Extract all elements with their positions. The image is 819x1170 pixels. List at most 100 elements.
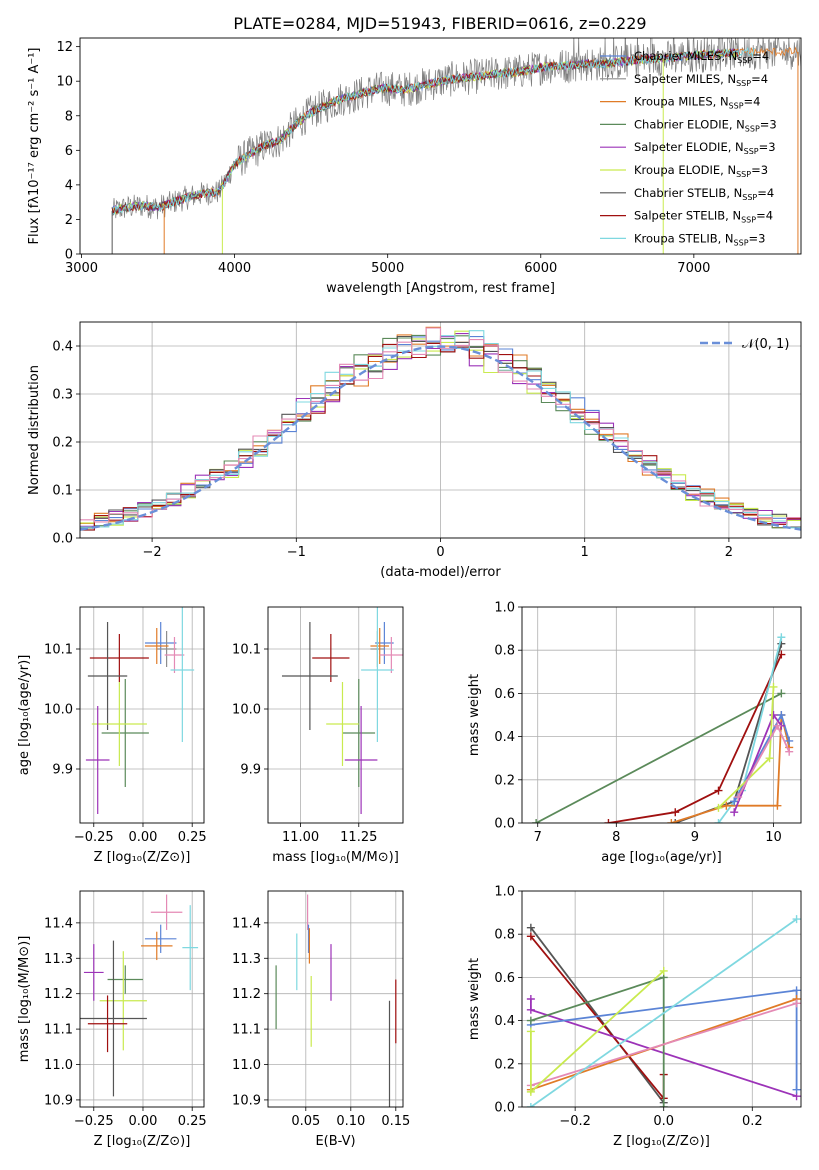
y-tick-label: 6 [65,144,73,159]
chart-age_vs_mass: 11.00 11.25 9.9 10.0 10.1 mass [log₁₀(M/M⊙)] [232,606,404,865]
plus-marker [777,689,786,698]
x-tick-label: 8 [612,830,620,845]
y-tick-label: 0.4 [52,340,73,355]
y-tick-label: 10.1 [232,643,261,658]
plus-marker [526,1016,535,1025]
plot-area [111,38,801,254]
plus-marker [777,633,786,642]
plus-marker [765,754,774,763]
plus-marker [526,1087,535,1096]
errorbar-point [85,706,110,814]
legend-label: 𝒩(0, 1) [742,337,789,352]
x-tick-label: −0.25 [74,830,114,845]
plus-marker [714,819,723,823]
plus-marker [734,793,743,802]
legend-sub: SSP [737,56,752,65]
y-axis-label: mass [log₁₀(M/M⊙)] [17,936,32,1063]
y-tick-label: 11.4 [232,916,261,931]
errorbar-point [144,622,177,664]
x-axis-label: Z [log₁₀(Z/Z⊙)] [613,1134,710,1149]
errorbar-point [361,607,394,742]
y-tick-label: 10.9 [232,1093,261,1108]
legend-label: Salpeter MILES, NSSP=4 [634,72,768,88]
errorbar-point [375,622,394,664]
plus-marker [526,995,535,1003]
legend-suffix: =3 [749,231,766,245]
errorbar-point [141,931,173,961]
y-tick-label: 10.1 [44,643,73,658]
legend: 𝒩(0, 1) [700,337,789,352]
x-tick-label: 6000 [524,261,557,276]
errorbar-point [164,637,185,673]
legend-label: Chabrier MILES, NSSP=4 [634,49,769,65]
y-tick-label: 0.6 [494,971,515,986]
y-tick-label: 10.0 [232,703,261,718]
y-tick-label: 11.1 [44,1023,73,1038]
legend-suffix: =3 [751,163,768,177]
chart-residuals: −2 −1 0 1 2 0.0 0.1 0.2 0.3 0.4 (data-model)/error… [27,321,802,580]
y-tick-label: 4 [65,178,73,193]
errorbar-point [87,622,128,730]
plus-marker [526,1103,535,1107]
y-tick-label: 11.3 [44,952,73,967]
legend-label: Salpeter ELODIE, NSSP=3 [634,140,776,156]
plot-area [80,322,801,538]
plus-marker [773,721,782,730]
x-tick-label: 0.0 [653,1114,674,1129]
x-tick-label: 0.00 [129,1114,158,1129]
y-tick-label: 0 [65,248,73,263]
weight-series [535,692,782,823]
errorbar-point [91,682,147,766]
x-axis-label: E(B-V) [315,1134,355,1149]
legend-label: Kroupa STELIB, NSSP=3 [634,231,765,247]
plus-marker [773,801,782,810]
legend-suffix: =4 [757,186,774,200]
plus-marker [792,999,801,1008]
errorbar-point [150,894,183,930]
legend-label: Chabrier ELODIE, NSSP=3 [634,117,777,133]
plot-area [268,607,403,823]
y-tick-label: 10.0 [44,703,73,718]
y-tick-label: 12 [56,40,73,55]
plus-marker [671,819,680,823]
x-tick-label: 1 [581,545,589,560]
y-tick-label: 2 [65,213,73,228]
y-tick-label: 8 [65,109,73,124]
errorbar-point [281,622,338,730]
plus-marker [526,1005,535,1014]
y-tick-label: 0.0 [494,817,515,832]
legend-sub: SSP [729,102,744,111]
axes-frame [79,890,205,1108]
plus-marker [785,736,794,745]
x-tick-label: 0.00 [129,830,158,845]
legend-sub: SSP [742,193,757,202]
x-tick-label: −1 [287,545,306,560]
chart-mass_vs_EBV: 0.05 0.10 0.15 10.9 11.0 11.1 11.2 11.3 11.4 E(B-… [232,890,410,1149]
chart-weight_vs_Z: −0.2 0.0 0.2 0.0 0.2 0.4 0.6 0.8 1.0 Z [log₁₀(Z/Z… [467,885,802,1149]
y-axis-label: age [log₁₀(age/yr)] [17,655,32,776]
errorbar-point [312,634,350,682]
y-tick-label: 10 [56,75,73,90]
y-tick-label: 0.8 [494,644,515,659]
axes-frame [79,37,802,255]
y-tick-label: 0.4 [494,730,515,745]
x-axis-label: (data-model)/error [380,565,501,580]
y-tick-label: 9.9 [240,763,261,778]
plots: 3000 4000 5000 6000 7000024681012wavelength … [17,37,802,1149]
y-tick-label: 0.6 [494,687,515,702]
plus-marker [714,803,723,812]
x-tick-label: 7 [534,830,542,845]
y-tick-label: 0.8 [494,928,515,943]
x-tick-label: 0 [436,545,444,560]
legend-label: Chabrier STELIB, NSSP=4 [634,186,774,202]
errorbar-point [99,951,147,1051]
errorbar-point [89,634,149,682]
errorbar-point [156,631,177,667]
y-tick-label: 10.9 [44,1093,73,1108]
y-tick-label: 0.1 [52,484,73,499]
y-tick-label: 0.2 [494,773,515,788]
plus-marker [526,932,535,941]
x-axis-label: wavelength [Angstrom, rest frame] [326,281,555,296]
axes-frame [79,606,205,824]
